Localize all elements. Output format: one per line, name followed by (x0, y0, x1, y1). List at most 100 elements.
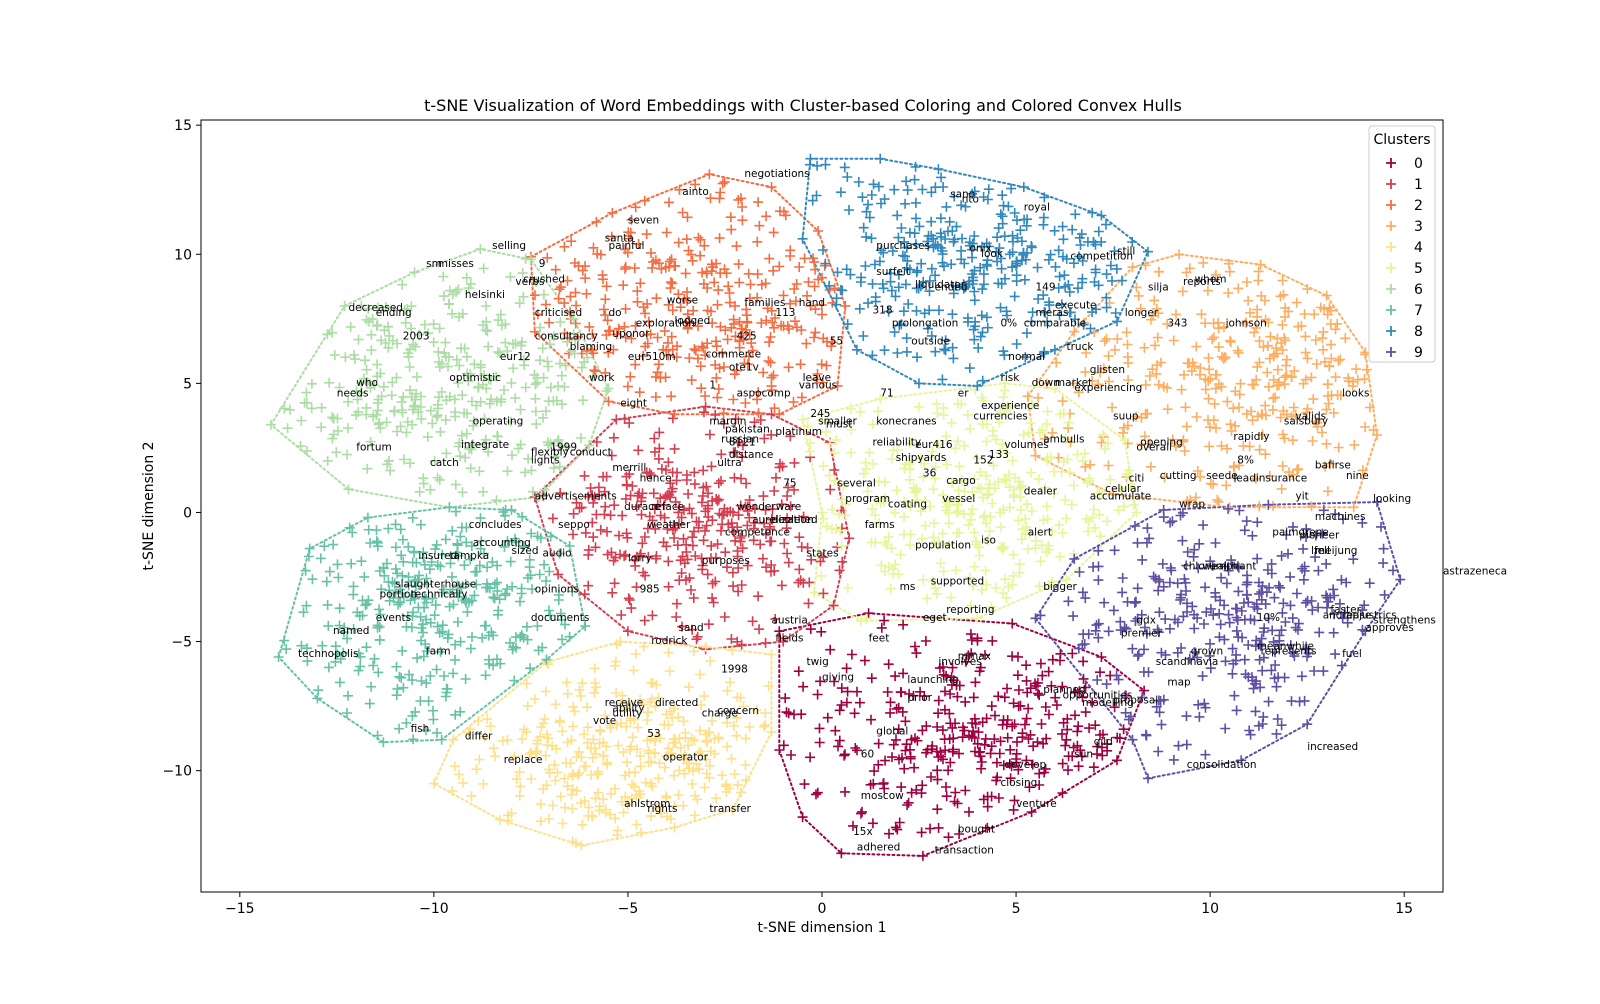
point-marker (630, 649, 641, 659)
point-marker (814, 737, 825, 748)
point-marker (1364, 402, 1375, 413)
word-label: various (799, 380, 837, 392)
point-marker (822, 712, 833, 723)
point-marker (968, 692, 979, 703)
point-marker (1179, 446, 1190, 456)
point-marker (682, 287, 692, 298)
word-label: comparable (1024, 318, 1086, 330)
point-marker (861, 464, 872, 475)
point-marker (789, 284, 800, 294)
point-marker (1223, 288, 1234, 298)
point-marker (1146, 314, 1156, 325)
point-marker (987, 635, 998, 646)
point-marker (675, 742, 686, 753)
point-marker (910, 641, 920, 652)
point-marker (729, 472, 740, 483)
point-marker (701, 736, 712, 747)
point-marker (768, 227, 779, 238)
point-marker (1041, 733, 1052, 744)
point-marker (1004, 482, 1015, 493)
point-marker (650, 371, 661, 382)
point-marker (1118, 724, 1129, 735)
word-label: wrap (1179, 498, 1205, 510)
point-marker (1204, 441, 1215, 452)
point-marker (642, 735, 653, 746)
point-marker (1251, 374, 1262, 385)
point-marker (582, 737, 593, 748)
point-marker (973, 482, 984, 493)
point-marker (1281, 354, 1292, 365)
point-marker (669, 260, 680, 271)
point-marker (868, 458, 879, 469)
point-marker (1136, 439, 1147, 450)
word-label: rights (647, 803, 677, 815)
point-marker (1061, 513, 1072, 524)
word-label: concludes (469, 519, 522, 531)
point-marker (946, 672, 957, 683)
point-marker (1100, 444, 1111, 455)
point-marker (608, 555, 619, 566)
point-marker (577, 678, 588, 689)
point-marker (619, 321, 630, 332)
point-marker (1283, 306, 1294, 317)
point-marker (815, 556, 826, 567)
point-marker (1062, 713, 1073, 724)
point-marker (678, 800, 689, 811)
point-marker (630, 320, 641, 331)
point-marker (986, 701, 997, 712)
point-marker (1095, 367, 1106, 378)
point-marker (765, 332, 776, 342)
point-marker (1202, 285, 1213, 296)
point-marker (682, 309, 693, 320)
point-marker (758, 491, 769, 502)
point-marker (713, 732, 724, 743)
point-marker (643, 757, 654, 768)
point-marker (973, 747, 984, 758)
point-marker (602, 757, 613, 768)
point-marker (795, 575, 806, 586)
point-marker (1280, 311, 1290, 322)
word-label: needs (337, 387, 369, 399)
point-marker (575, 798, 586, 809)
point-marker (993, 793, 1004, 803)
point-marker (716, 449, 727, 460)
point-marker (1023, 703, 1034, 714)
point-marker (567, 768, 578, 779)
point-marker (727, 645, 738, 656)
point-marker (978, 794, 989, 805)
point-marker (1170, 441, 1181, 452)
point-marker (758, 367, 769, 378)
point-marker (995, 736, 1006, 747)
point-marker (1310, 335, 1321, 345)
point-marker (990, 710, 1000, 721)
point-marker (1233, 347, 1244, 358)
point-marker (991, 434, 1002, 445)
point-marker (663, 457, 674, 468)
point-marker (778, 636, 789, 647)
point-marker (544, 317, 555, 328)
point-marker (663, 556, 674, 567)
point-marker (1076, 751, 1087, 762)
word-label: deoleted (772, 514, 818, 526)
point-marker (610, 656, 621, 667)
point-marker (629, 767, 640, 778)
point-marker (666, 331, 677, 342)
point-marker (743, 268, 754, 279)
point-marker (932, 804, 943, 815)
point-marker (756, 318, 767, 328)
point-marker (850, 743, 861, 753)
point-marker (856, 808, 866, 819)
point-marker (667, 305, 678, 316)
point-marker (810, 264, 821, 275)
point-marker (663, 299, 674, 310)
point-marker (864, 447, 875, 458)
point-marker (1015, 504, 1026, 515)
point-marker (724, 288, 735, 298)
point-marker (1095, 730, 1105, 740)
point-marker (716, 475, 726, 486)
point-marker (950, 787, 961, 798)
point-marker (1021, 660, 1032, 671)
point-marker (785, 298, 796, 309)
word-label: experiencing (1074, 382, 1142, 394)
point-marker (535, 816, 546, 827)
